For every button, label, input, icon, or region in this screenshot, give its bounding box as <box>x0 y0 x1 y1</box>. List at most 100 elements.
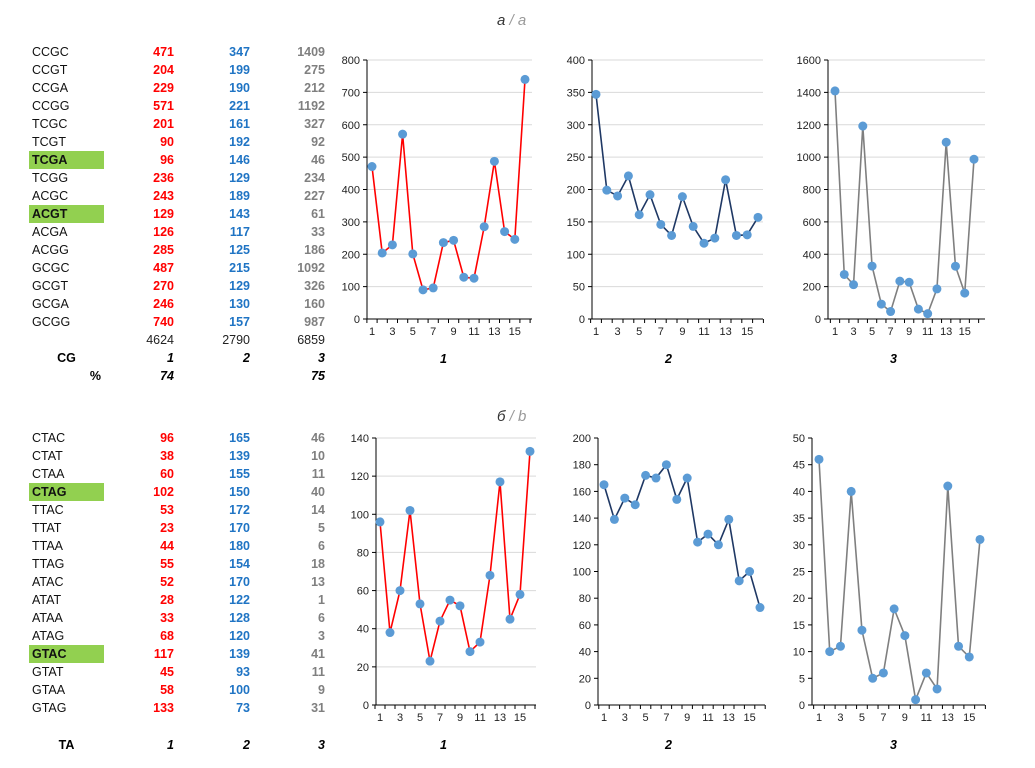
data-point <box>731 230 741 240</box>
count-1: 23 <box>160 521 174 535</box>
tetranucleotide-label: ACGA <box>32 225 68 239</box>
series-line <box>603 462 761 608</box>
x-tick-label: 11 <box>474 712 485 724</box>
y-tick-label: 200 <box>803 282 821 294</box>
data-point <box>846 486 856 496</box>
count-3: 18 <box>311 557 325 571</box>
table-row: ACGT 129 143 61 <box>29 205 329 223</box>
count-2: 155 <box>229 467 250 481</box>
column-label-1: 1 <box>167 351 174 365</box>
x-tick-label: 13 <box>494 712 506 724</box>
data-point <box>904 277 914 287</box>
data-point <box>428 283 438 293</box>
count-3: 31 <box>311 701 325 715</box>
count-1: 68 <box>160 629 174 643</box>
table-row: CTAC 96 165 46 <box>29 429 329 447</box>
group-label: CG <box>57 351 76 365</box>
count-3: 1192 <box>297 99 325 113</box>
count-2: 139 <box>229 647 250 661</box>
data-point <box>814 454 824 464</box>
table-row: CCGT 204 199 275 <box>29 61 329 79</box>
count-2: 347 <box>229 45 250 59</box>
data-point <box>465 647 475 657</box>
x-tick-label: 7 <box>888 326 894 338</box>
y-tick-label: 300 <box>567 120 585 132</box>
count-1: 38 <box>160 449 174 463</box>
table-row: ATAG 68 120 3 <box>29 627 329 645</box>
data-point <box>495 477 505 487</box>
data-point <box>408 249 418 259</box>
data-point <box>721 175 731 185</box>
x-tick-label: 13 <box>723 712 735 724</box>
tetranucleotide-label: CCGA <box>32 81 69 95</box>
count-3: 46 <box>311 431 325 445</box>
tetranucleotide-label: ATAG <box>32 629 65 643</box>
count-1: 229 <box>153 81 174 95</box>
data-point <box>667 230 677 240</box>
x-tick-label: 11 <box>702 712 713 724</box>
total-1: 4624 <box>146 333 174 347</box>
data-point <box>849 280 859 290</box>
table-row: ACGG 285 125 186 <box>29 241 329 259</box>
tetranucleotide-label: ACGT <box>29 205 104 223</box>
count-2: 125 <box>229 243 250 257</box>
table-row: ACGA 126 117 33 <box>29 223 329 241</box>
table-row: GTAA 58 100 9 <box>29 681 329 699</box>
data-point <box>645 190 655 200</box>
count-3: 987 <box>304 315 325 329</box>
group-label: TA <box>58 738 75 752</box>
x-tick-label: 1 <box>816 712 822 724</box>
count-2: 129 <box>229 279 250 293</box>
data-point <box>672 494 682 504</box>
table-row: TCGT 90 192 92 <box>29 133 329 151</box>
title-latin: a <box>517 12 527 29</box>
column-label-1: 1 <box>167 738 174 752</box>
x-tick-label: 9 <box>457 712 463 724</box>
data-point <box>742 230 752 240</box>
y-tick-label: 600 <box>342 120 360 132</box>
panel-title-b: б / b <box>497 408 527 425</box>
x-tick-label: 3 <box>837 712 843 724</box>
x-tick-label: 1 <box>593 326 599 338</box>
count-3: 275 <box>304 63 325 77</box>
y-tick-label: 300 <box>342 217 360 229</box>
x-tick-label: 9 <box>684 712 690 724</box>
y-tick-label: 20 <box>579 673 591 685</box>
data-point <box>661 460 671 470</box>
count-2: 73 <box>236 701 250 715</box>
chart-caption: 1 <box>440 738 447 752</box>
count-2: 130 <box>229 297 250 311</box>
tetranucleotide-label: CCGC <box>32 45 69 59</box>
data-point <box>753 212 763 222</box>
x-tick-label: 1 <box>832 326 838 338</box>
y-tick-label: 5 <box>799 673 805 685</box>
x-tick-label: 11 <box>922 326 933 338</box>
count-2: 100 <box>229 683 250 697</box>
count-2: 180 <box>229 539 250 553</box>
y-tick-label: 200 <box>567 185 585 197</box>
count-3: 1092 <box>297 261 325 275</box>
data-point <box>375 517 385 527</box>
cg-table: CCGC 471 347 1409 CCGT 204 199 275 CCGA 229 190 212… <box>29 43 329 385</box>
data-point <box>895 276 905 286</box>
y-tick-label: 40 <box>793 486 805 498</box>
count-2: 117 <box>229 225 250 239</box>
count-1: 285 <box>153 243 174 257</box>
count-3: 13 <box>311 575 325 589</box>
data-point <box>710 233 720 243</box>
y-tick-label: 100 <box>567 249 585 261</box>
data-point <box>745 567 755 576</box>
data-point <box>830 86 840 96</box>
data-point <box>387 240 397 250</box>
data-point <box>641 470 651 480</box>
data-point <box>500 227 510 237</box>
data-point <box>609 514 619 524</box>
data-point <box>425 656 435 666</box>
y-tick-label: 200 <box>573 433 591 445</box>
data-point <box>734 576 744 586</box>
data-point <box>435 616 445 626</box>
totals-row: 4624 2790 6859 <box>29 331 329 349</box>
tetranucleotide-label: ATAC <box>32 575 64 589</box>
